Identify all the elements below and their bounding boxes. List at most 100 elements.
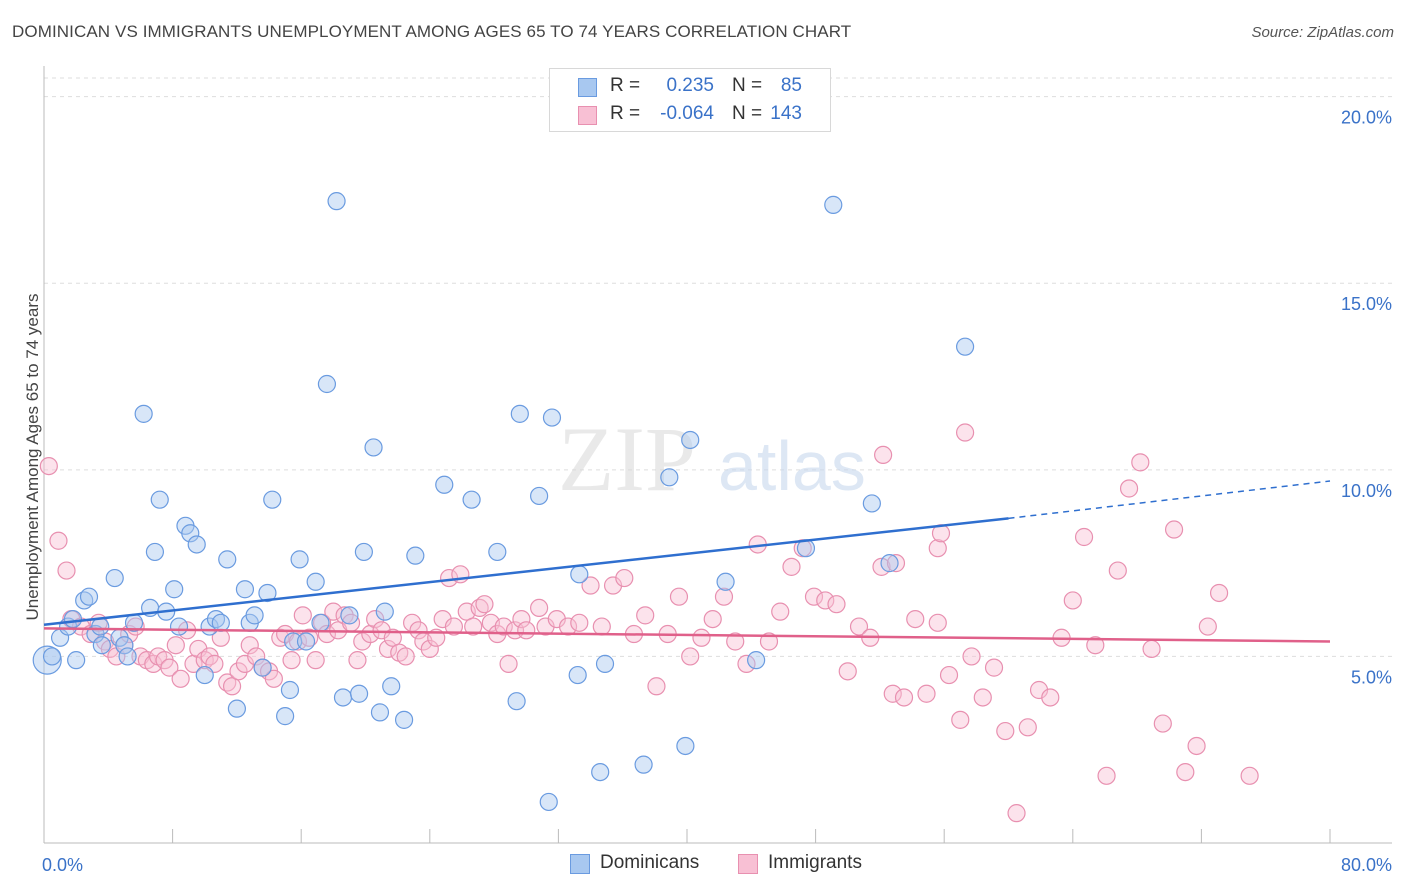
immigrant-point (906, 609, 925, 629)
immigrant-point (883, 684, 902, 703)
dominican-point (955, 337, 975, 356)
immigrant-point (317, 624, 337, 644)
legend-n-label: N = (732, 75, 763, 96)
immigrant-point (692, 628, 711, 647)
immigrant-point (1187, 736, 1206, 756)
dominican-point (507, 692, 526, 711)
dominican-point (169, 617, 189, 636)
y-tick-label: 15.0% (1341, 294, 1392, 314)
immigrant-point (499, 654, 518, 673)
immigrant-point (1176, 762, 1195, 782)
immigrant-point (615, 568, 634, 588)
immigrant-point (1007, 804, 1026, 823)
legend-swatch-immigrants (578, 106, 597, 125)
dominican-point (306, 572, 325, 591)
legend-label-dominicans: Dominicans (600, 852, 700, 873)
immigrant-point (1131, 453, 1150, 472)
immigrant-point (726, 632, 745, 651)
dominican-point (218, 550, 237, 569)
immigrant-point (917, 684, 936, 703)
dominican-point (591, 762, 610, 782)
dominican-point (79, 587, 99, 606)
trend-lines (43, 480, 1331, 643)
immigrants-points (39, 423, 1259, 823)
dominican-point (435, 475, 454, 494)
dominicans-trend-line (43, 517, 1009, 626)
legend-r-label: R = (610, 103, 641, 124)
immigrant-point (39, 456, 58, 476)
immigrant-point (703, 609, 722, 629)
dominican-point (375, 602, 394, 621)
immigrant-point (996, 721, 1015, 741)
immigrant-point (378, 639, 398, 659)
dominicans-trend-extension (1008, 480, 1331, 520)
chart-title: DOMINICAN VS IMMIGRANTS UNEMPLOYMENT AMO… (12, 22, 852, 41)
dominican-point (105, 568, 124, 588)
y-axis-title: Unemployment Among Ages 65 to 74 years (23, 294, 42, 621)
immigrant-point (1097, 766, 1116, 785)
dominican-point (258, 583, 277, 603)
dominican-point (394, 710, 414, 729)
dominican-point (530, 486, 549, 506)
immigrant-point (306, 651, 325, 670)
dominican-point (263, 490, 282, 509)
legend-swatch-immigrants (738, 854, 758, 874)
dominican-point (349, 684, 369, 703)
legend-r-value: -0.064 (660, 103, 714, 124)
immigrant-point (494, 617, 513, 636)
dominican-point (880, 554, 899, 573)
immigrant-point (420, 639, 439, 659)
immigrants-trend-line (43, 627, 1331, 643)
watermark-atlas: atlas (718, 427, 866, 505)
dominican-point (862, 494, 881, 513)
dominican-point (634, 755, 653, 774)
dominican-point (327, 192, 346, 211)
immigrant-point (592, 617, 611, 636)
immigrant-point (1198, 617, 1217, 636)
dominican-point (134, 404, 153, 423)
immigrant-point (894, 688, 914, 707)
immigrant-point (581, 576, 600, 595)
legend-r-value: 0.235 (666, 75, 714, 96)
dominican-point (227, 699, 246, 718)
dominican-point (211, 613, 230, 632)
legend-swatch-dominicans (570, 854, 590, 874)
dominican-point (595, 654, 615, 673)
immigrant-point (1142, 639, 1161, 659)
immigrant-point (264, 669, 283, 688)
immigrant-point (282, 651, 301, 670)
immigrant-point (1063, 591, 1082, 610)
immigrant-point (444, 617, 464, 636)
dominican-point (245, 606, 264, 625)
immigrant-point (771, 602, 790, 621)
dominican-point (150, 490, 169, 509)
dominican-point (542, 408, 562, 427)
immigrant-point (804, 587, 824, 606)
dominican-point (824, 195, 843, 214)
dominican-point (32, 645, 62, 675)
immigrant-point (366, 609, 385, 629)
dominican-point (118, 647, 137, 666)
dominican-point (354, 542, 373, 562)
immigrant-point (973, 688, 992, 707)
source-credit: Source: ZipAtlas.com (1251, 24, 1394, 41)
watermark: ZIP atlas (558, 408, 866, 510)
immigrant-point (838, 662, 857, 681)
dominican-point (570, 565, 589, 584)
immigrant-point (886, 554, 906, 573)
dominican-point (195, 665, 214, 685)
immigrant-point (1074, 527, 1094, 547)
dominican-point (165, 580, 184, 599)
dominican-point (296, 632, 316, 651)
immigrant-point (335, 606, 354, 625)
immigrant-point (951, 710, 970, 729)
dominican-point (67, 651, 86, 670)
immigrant-point (517, 621, 536, 640)
dominican-point (716, 572, 735, 591)
immigrant-point (512, 609, 531, 629)
legend-n-value: 85 (780, 75, 802, 96)
immigrant-point (171, 669, 190, 688)
dominican-point (370, 703, 390, 722)
immigrant-point (464, 617, 483, 636)
